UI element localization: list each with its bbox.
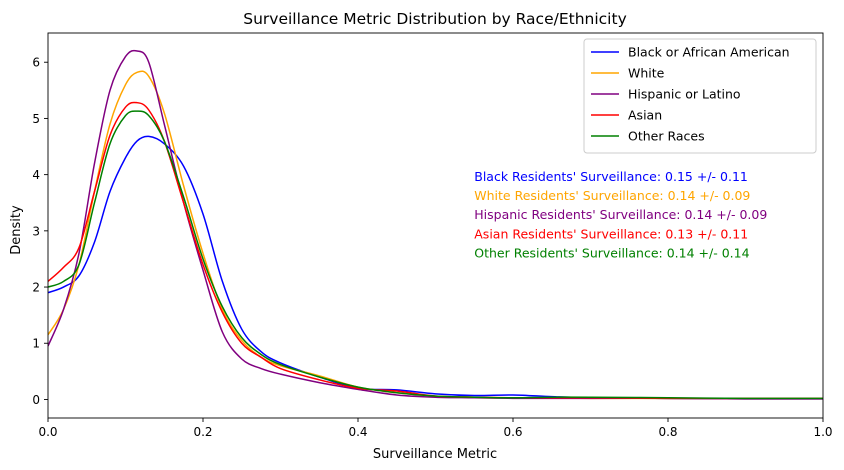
x-tick-label: 0.8 xyxy=(658,425,677,439)
legend-label: Hispanic or Latino xyxy=(628,87,741,102)
y-tick-label: 4 xyxy=(32,168,40,182)
annotation-text: Black Residents' Surveillance: 0.15 +/- … xyxy=(474,169,748,184)
y-tick-label: 2 xyxy=(32,281,40,295)
annotation-text: White Residents' Surveillance: 0.14 +/- … xyxy=(474,188,750,203)
y-tick-label: 1 xyxy=(32,337,40,351)
x-tick-label: 1.0 xyxy=(813,425,832,439)
y-tick-label: 3 xyxy=(32,224,40,238)
x-tick-label: 0.0 xyxy=(38,425,57,439)
x-tick-label: 0.2 xyxy=(193,425,212,439)
y-tick-label: 0 xyxy=(32,393,40,407)
plot-frame xyxy=(47,32,824,419)
x-tick-label: 0.6 xyxy=(503,425,522,439)
annotation-text: Asian Residents' Surveillance: 0.13 +/- … xyxy=(474,226,748,241)
annotation-text: Other Residents' Surveillance: 0.14 +/- … xyxy=(474,245,749,260)
legend-label: Other Races xyxy=(628,129,705,144)
legend-label: White xyxy=(628,66,665,81)
annotation-text: Hispanic Residents' Surveillance: 0.14 +… xyxy=(474,207,767,222)
series-line-4 xyxy=(48,110,823,400)
x-axis-label: Surveillance Metric xyxy=(373,447,497,462)
y-tick-label: 6 xyxy=(32,56,40,70)
x-tick-label: 0.4 xyxy=(348,425,367,439)
legend-label: Asian xyxy=(628,108,662,123)
y-tick-label: 5 xyxy=(32,112,40,126)
legend-label: Black or African American xyxy=(628,45,790,60)
chart-title: Surveillance Metric Distribution by Race… xyxy=(243,10,627,28)
legend-box xyxy=(583,38,817,154)
y-axis-label: Density xyxy=(9,205,24,255)
plot-area: 0.0 0.2 0.4 0.6 0.8 1.0 0 1 2 3 4 5 6 Black Residents… xyxy=(32,32,833,439)
